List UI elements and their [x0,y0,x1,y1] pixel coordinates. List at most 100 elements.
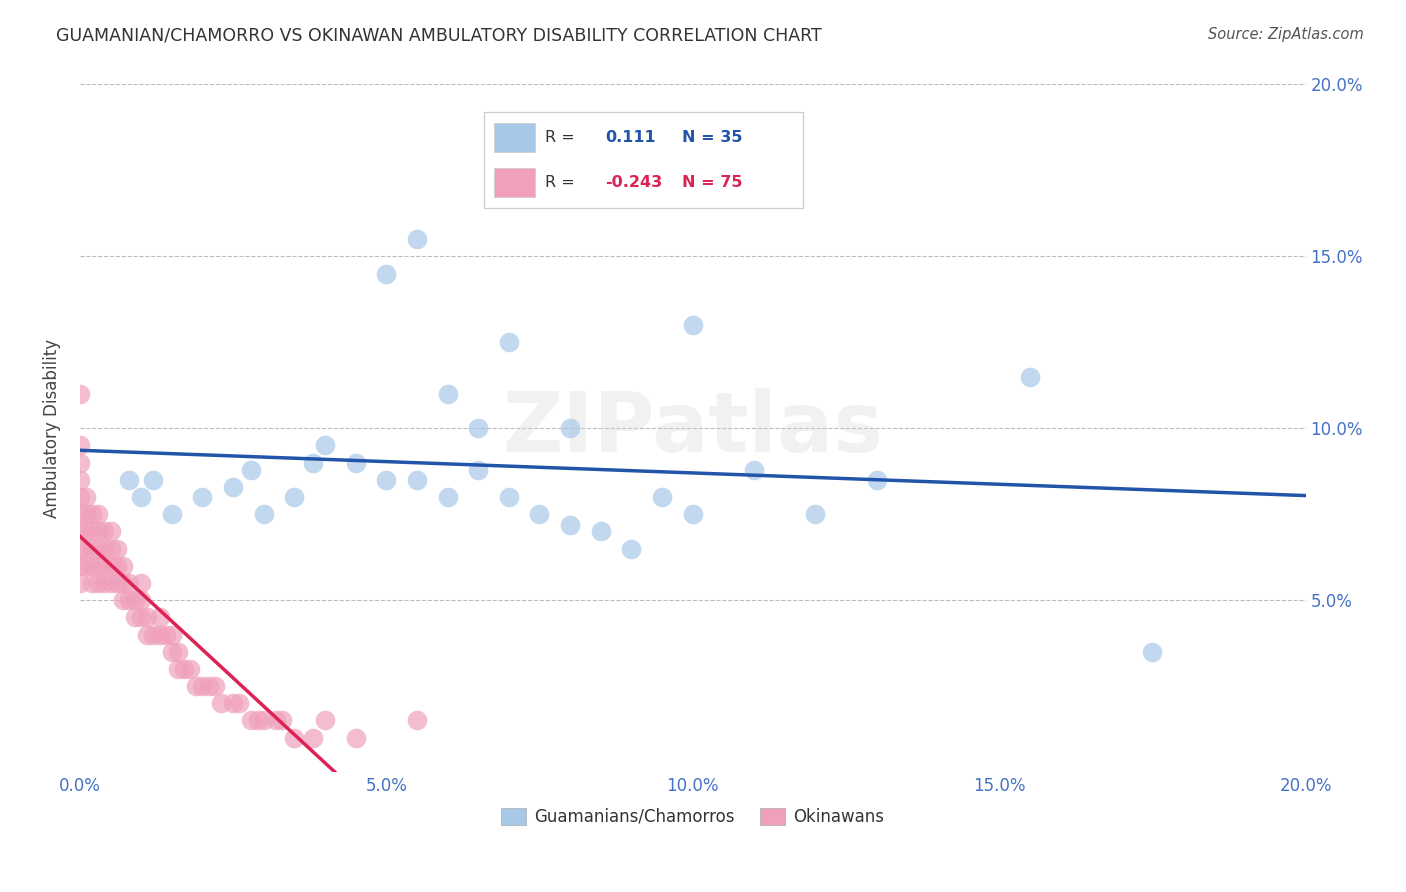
Point [167,645,190,659]
Point [436,387,458,401]
Point [142,627,165,641]
Point [75,558,97,573]
Legend: Guamanians/Chamorros, Okinawans: Guamanians/Chamorros, Okinawans [495,801,891,832]
Point [129,490,152,504]
Point [111,593,134,607]
Point [111,558,134,573]
Point [69,490,91,504]
Point [498,490,520,504]
Point [100,524,122,539]
Point [100,576,122,591]
Point [69,507,91,521]
Point [75,507,97,521]
Point [1018,369,1040,384]
Point [222,696,245,710]
Point [301,731,323,745]
Point [179,662,201,676]
Point [375,473,398,487]
Point [375,267,398,281]
Point [129,610,152,624]
Point [228,696,250,710]
Point [69,438,91,452]
Point [314,438,336,452]
Point [118,473,141,487]
Point [314,714,336,728]
Point [69,473,91,487]
Point [301,456,323,470]
Point [105,541,128,556]
Point [558,517,581,532]
Point [160,627,183,641]
Point [160,507,183,521]
Point [129,576,152,591]
Point [865,473,887,487]
Point [186,679,208,693]
Point [118,576,141,591]
Point [160,645,183,659]
Point [1142,645,1164,659]
Point [75,524,97,539]
Point [253,507,276,521]
Point [191,490,214,504]
Text: GUAMANIAN/CHAMORRO VS OKINAWAN AMBULATORY DISABILITY CORRELATION CHART: GUAMANIAN/CHAMORRO VS OKINAWAN AMBULATOR… [56,27,823,45]
Point [406,473,429,487]
Point [105,558,128,573]
Point [167,662,190,676]
Point [682,507,704,521]
Point [87,507,110,521]
Point [136,610,159,624]
Point [69,456,91,470]
Point [197,679,219,693]
Point [344,456,367,470]
Point [69,541,91,556]
Point [204,679,226,693]
Point [148,627,170,641]
Point [87,541,110,556]
Point [620,541,643,556]
Point [142,473,165,487]
Point [283,731,305,745]
Point [155,627,177,641]
Text: Source: ZipAtlas.com: Source: ZipAtlas.com [1208,27,1364,42]
Point [240,462,263,476]
Point [589,524,612,539]
Point [118,593,141,607]
Point [93,558,115,573]
Point [105,576,128,591]
Point [467,421,489,435]
Point [69,387,91,401]
Point [271,714,294,728]
Point [82,541,104,556]
Point [173,662,195,676]
Point [87,576,110,591]
Point [529,507,551,521]
Point [124,610,146,624]
Point [93,576,115,591]
Point [191,679,214,693]
Point [264,714,287,728]
Point [75,490,97,504]
Point [69,524,91,539]
Point [406,232,429,246]
Point [124,593,146,607]
Point [82,576,104,591]
Point [222,480,245,494]
Point [100,541,122,556]
Point [246,714,269,728]
Point [344,731,367,745]
Point [82,558,104,573]
Text: ZIPatlas: ZIPatlas [502,388,883,468]
Point [82,524,104,539]
Point [69,576,91,591]
Point [682,318,704,332]
Point [111,576,134,591]
Point [651,490,673,504]
Point [129,593,152,607]
Point [93,524,115,539]
Point [742,462,765,476]
Point [498,335,520,350]
Point [82,507,104,521]
Point [558,421,581,435]
Point [253,714,276,728]
Point [93,541,115,556]
